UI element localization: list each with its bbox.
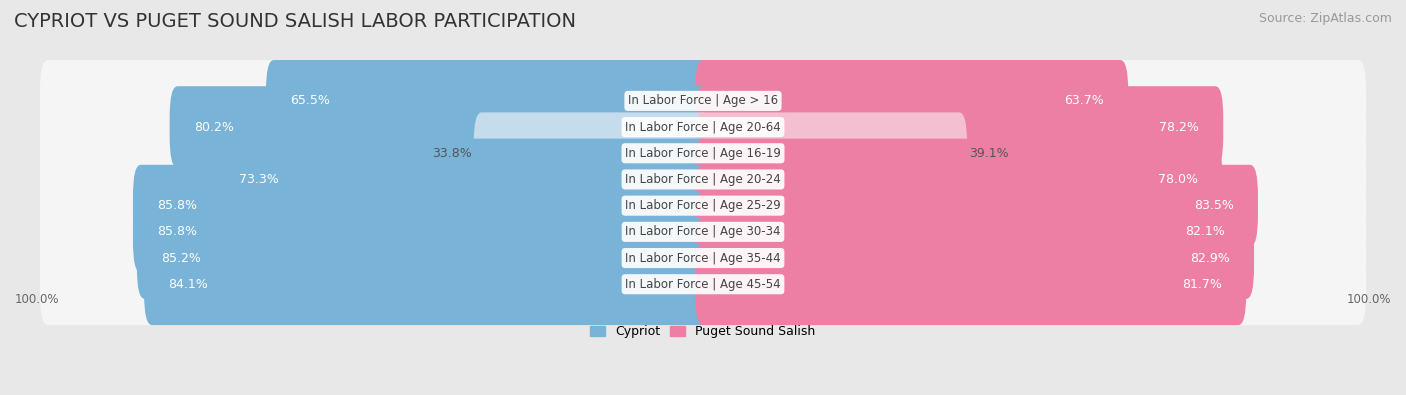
Text: In Labor Force | Age 45-54: In Labor Force | Age 45-54 [626, 278, 780, 291]
FancyBboxPatch shape [695, 113, 967, 194]
Text: In Labor Force | Age 25-29: In Labor Force | Age 25-29 [626, 199, 780, 212]
FancyBboxPatch shape [474, 113, 711, 194]
FancyBboxPatch shape [215, 139, 711, 220]
FancyBboxPatch shape [39, 165, 1367, 246]
Text: 85.8%: 85.8% [157, 199, 197, 212]
FancyBboxPatch shape [695, 86, 1223, 168]
Text: Source: ZipAtlas.com: Source: ZipAtlas.com [1258, 12, 1392, 25]
FancyBboxPatch shape [134, 165, 711, 246]
Text: 78.2%: 78.2% [1159, 120, 1199, 134]
Text: 39.1%: 39.1% [969, 147, 1008, 160]
Text: 81.7%: 81.7% [1182, 278, 1222, 291]
FancyBboxPatch shape [39, 217, 1367, 299]
FancyBboxPatch shape [695, 243, 1246, 325]
Text: In Labor Force | Age 16-19: In Labor Force | Age 16-19 [626, 147, 780, 160]
FancyBboxPatch shape [695, 191, 1249, 273]
FancyBboxPatch shape [39, 60, 1367, 142]
FancyBboxPatch shape [134, 191, 711, 273]
Text: In Labor Force | Age 30-34: In Labor Force | Age 30-34 [626, 225, 780, 238]
Text: In Labor Force | Age > 16: In Labor Force | Age > 16 [628, 94, 778, 107]
FancyBboxPatch shape [695, 165, 1258, 246]
FancyBboxPatch shape [695, 139, 1222, 220]
FancyBboxPatch shape [39, 243, 1367, 325]
Text: In Labor Force | Age 20-24: In Labor Force | Age 20-24 [626, 173, 780, 186]
Text: 33.8%: 33.8% [432, 147, 471, 160]
Text: 100.0%: 100.0% [15, 293, 59, 306]
Text: 84.1%: 84.1% [169, 278, 208, 291]
FancyBboxPatch shape [136, 217, 711, 299]
FancyBboxPatch shape [695, 60, 1128, 142]
FancyBboxPatch shape [39, 191, 1367, 273]
FancyBboxPatch shape [266, 60, 711, 142]
Legend: Cypriot, Puget Sound Salish: Cypriot, Puget Sound Salish [585, 320, 821, 343]
Text: 80.2%: 80.2% [194, 120, 233, 134]
Text: 65.5%: 65.5% [290, 94, 330, 107]
Text: CYPRIOT VS PUGET SOUND SALISH LABOR PARTICIPATION: CYPRIOT VS PUGET SOUND SALISH LABOR PART… [14, 12, 576, 31]
Text: 85.8%: 85.8% [157, 225, 197, 238]
Text: 73.3%: 73.3% [239, 173, 278, 186]
FancyBboxPatch shape [143, 243, 711, 325]
Text: 100.0%: 100.0% [1347, 293, 1391, 306]
FancyBboxPatch shape [39, 113, 1367, 194]
Text: 63.7%: 63.7% [1064, 94, 1104, 107]
FancyBboxPatch shape [39, 139, 1367, 220]
Text: 83.5%: 83.5% [1194, 199, 1233, 212]
Text: In Labor Force | Age 35-44: In Labor Force | Age 35-44 [626, 252, 780, 265]
Text: 78.0%: 78.0% [1157, 173, 1198, 186]
FancyBboxPatch shape [170, 86, 711, 168]
FancyBboxPatch shape [39, 86, 1367, 168]
Text: 85.2%: 85.2% [162, 252, 201, 265]
Text: 82.1%: 82.1% [1185, 225, 1225, 238]
FancyBboxPatch shape [695, 217, 1254, 299]
Text: In Labor Force | Age 20-64: In Labor Force | Age 20-64 [626, 120, 780, 134]
Text: 82.9%: 82.9% [1189, 252, 1230, 265]
